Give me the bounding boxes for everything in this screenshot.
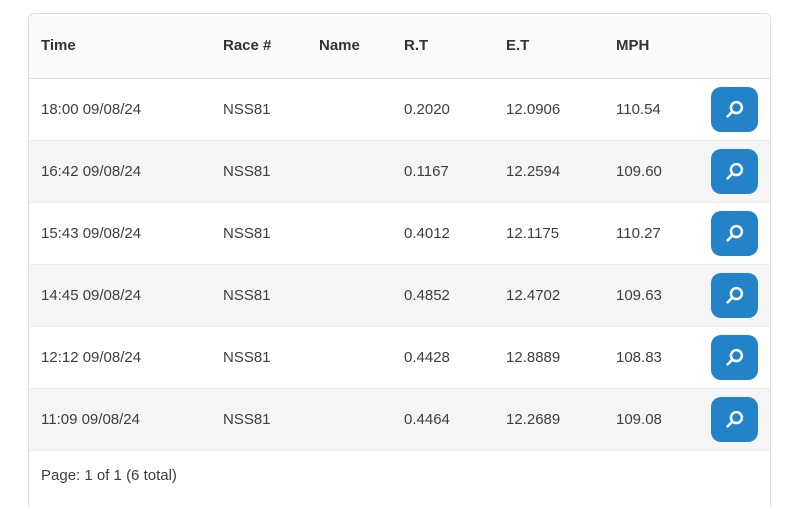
table-row: 16:42 09/08/24 NSS81 0.1167 12.2594 109.… (29, 139, 770, 202)
action-cell (699, 78, 770, 140)
time-cell: 15:43 09/08/24 (29, 201, 211, 264)
reaction-time-cell: 0.4428 (392, 325, 494, 388)
action-cell (699, 139, 770, 202)
mph-cell: 109.60 (604, 139, 699, 202)
search-icon (723, 408, 746, 431)
elapsed-time-cell: 12.2594 (494, 139, 604, 202)
race-number-cell: NSS81 (223, 100, 271, 118)
time-cell: 11:09 09/08/24 (29, 387, 211, 450)
view-run-button[interactable] (711, 148, 758, 194)
race-number-cell: NSS81 (211, 325, 307, 388)
column-header-rt: R.T (392, 14, 494, 79)
column-header-name: Name (307, 14, 392, 79)
table-body: 18:00 09/08/24 NSS81 0.2020 12.0906 110.… (29, 78, 770, 450)
column-header-time: Time (29, 14, 211, 79)
name-cell (307, 201, 392, 264)
time-cell: 18:00 09/08/24 (41, 100, 142, 118)
race-number-cell: NSS81 (211, 139, 307, 202)
race-number-cell: NSS81 (211, 387, 307, 450)
pagination-footer: Page: 1 of 1 (6 total) (29, 450, 770, 500)
table-header: Time Race # Name R.T E.T MPH (29, 14, 770, 79)
mph-cell: 110.54 (616, 100, 661, 118)
view-run-button[interactable] (711, 272, 758, 318)
mph-cell: 110.27 (604, 201, 699, 264)
elapsed-time-cell: 12.4702 (494, 263, 604, 326)
name-cell (307, 325, 392, 388)
column-header-action (699, 14, 770, 79)
reaction-time-cell: 0.1167 (392, 139, 494, 202)
reaction-time-cell: 0.4012 (392, 201, 494, 264)
action-cell (699, 201, 770, 264)
race-number-cell: NSS81 (211, 263, 307, 326)
view-run-button[interactable] (711, 334, 758, 380)
action-cell (699, 387, 770, 450)
mph-cell: 108.83 (604, 325, 699, 388)
name-cell (307, 78, 392, 140)
column-header-et: E.T (494, 14, 604, 79)
elapsed-time-cell: 12.0906 (506, 100, 561, 118)
view-run-button[interactable] (711, 210, 758, 256)
reaction-time-cell: 0.4464 (392, 387, 494, 450)
table-row: 12:12 09/08/24 NSS81 0.4428 12.8889 108.… (29, 325, 770, 388)
reaction-time-cell: 0.2020 (404, 100, 450, 118)
pagination-text: Page: 1 of 1 (6 total) (41, 467, 177, 484)
table-row: 11:09 09/08/24 NSS81 0.4464 12.2689 109.… (29, 387, 770, 450)
runs-table: Time Race # Name R.T E.T MPH 18:00 09/08… (29, 14, 770, 450)
elapsed-time-cell: 12.2689 (494, 387, 604, 450)
column-header-mph: MPH (604, 14, 699, 79)
view-run-button[interactable] (711, 396, 758, 442)
search-icon (723, 98, 746, 121)
time-cell: 14:45 09/08/24 (29, 263, 211, 326)
time-cell: 12:12 09/08/24 (29, 325, 211, 388)
race-number-cell: NSS81 (211, 201, 307, 264)
elapsed-time-cell: 12.8889 (494, 325, 604, 388)
view-run-button[interactable] (711, 86, 758, 132)
name-cell (307, 139, 392, 202)
name-cell (307, 263, 392, 326)
action-cell (699, 263, 770, 326)
reaction-time-cell: 0.4852 (392, 263, 494, 326)
search-icon (723, 284, 746, 307)
mph-cell: 109.08 (604, 387, 699, 450)
table-row: 15:43 09/08/24 NSS81 0.4012 12.1175 110.… (29, 201, 770, 264)
mph-cell: 109.63 (604, 263, 699, 326)
search-icon (723, 222, 746, 245)
results-card: Time Race # Name R.T E.T MPH 18:00 09/08… (28, 13, 771, 507)
time-cell: 16:42 09/08/24 (29, 139, 211, 202)
action-cell (699, 325, 770, 388)
column-header-race: Race # (211, 14, 307, 79)
name-cell (307, 387, 392, 450)
elapsed-time-cell: 12.1175 (494, 201, 604, 264)
table-row: 18:00 09/08/24 NSS81 0.2020 12.0906 110.… (29, 78, 770, 140)
table-row: 14:45 09/08/24 NSS81 0.4852 12.4702 109.… (29, 263, 770, 326)
search-icon (723, 160, 746, 183)
search-icon (723, 346, 746, 369)
